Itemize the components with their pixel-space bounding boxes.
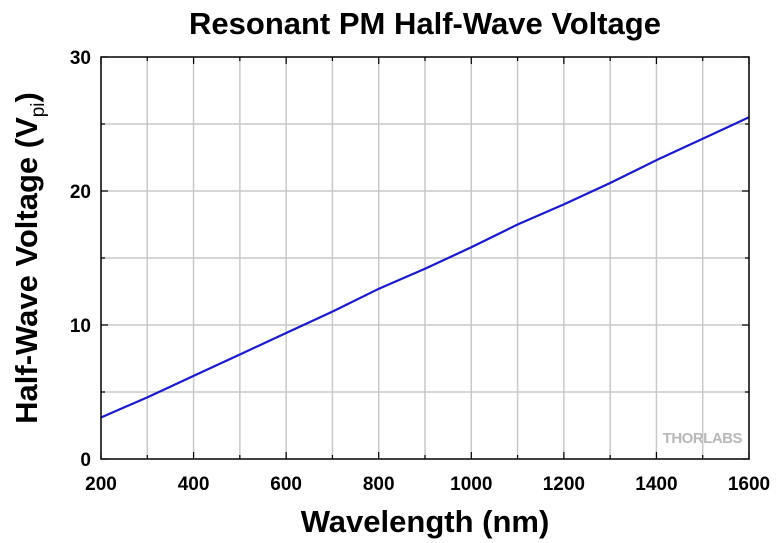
x-tick-label: 400: [178, 474, 210, 495]
x-tick-label: 1200: [543, 474, 585, 495]
y-axis-title-close: ): [9, 92, 44, 102]
x-tick-labels: 200 400 600 800 1000 1200 1400 1600: [85, 474, 770, 495]
series-layer: [100, 116, 750, 419]
y-axis-title-main: Half-Wave Voltage (V: [9, 117, 44, 424]
x-tick-label: 800: [363, 474, 395, 495]
thorlabs-logo: THORLABS: [663, 430, 743, 447]
plot-frame: [100, 56, 750, 460]
y-axis-title: Half-Wave Voltage (Vpi): [9, 92, 49, 424]
x-tick-label: 1000: [450, 474, 492, 495]
x-tick-label: 1400: [635, 474, 677, 495]
y-tick-label: 10: [70, 316, 91, 337]
x-tick-label: 1600: [728, 474, 770, 495]
x-tick-label: 600: [270, 474, 302, 495]
thorlabs-logo-text: THORLABS: [663, 430, 743, 447]
x-axis-title: Wavelength (nm): [301, 504, 550, 539]
y-axis-title-subscript: pi: [28, 102, 49, 117]
x-tick-label: 200: [85, 474, 117, 495]
chart-title: Resonant PM Half-Wave Voltage: [189, 6, 661, 41]
y-tick-label: 20: [70, 182, 91, 203]
y-tick-label: 0: [80, 450, 91, 471]
y-tick-label: 30: [70, 48, 91, 69]
y-tick-labels: 0 10 20 30: [70, 48, 91, 471]
grid: [101, 57, 749, 459]
series-line-0: [100, 116, 750, 419]
